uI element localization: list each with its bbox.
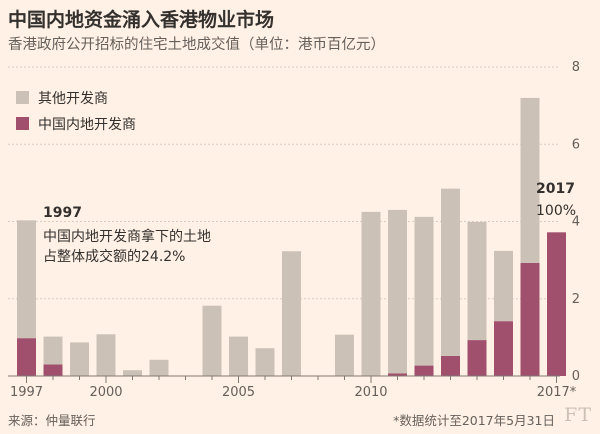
bar-other-2016 <box>520 97 540 263</box>
annotation-2017-line1: 100% <box>536 203 576 219</box>
bar-other-2006 <box>255 348 275 376</box>
axes: 0 2 4 6 8 1997 2000 2005 2010 2017* <box>8 60 580 400</box>
x-tick-label: 2000 <box>89 385 122 400</box>
legend-swatch-china <box>16 117 29 130</box>
bar-china-1997 <box>17 338 36 376</box>
ft-logo: FT <box>564 404 592 426</box>
bar-other-2013 <box>441 188 460 356</box>
bar-china-2011 <box>388 373 407 376</box>
bar-other-2007 <box>282 251 301 376</box>
bar-other-2015 <box>494 250 513 322</box>
annotation-1997-title: 1997 <box>43 205 82 221</box>
y-tick-label: 6 <box>572 137 580 152</box>
legend-label-other: 其他开发商 <box>38 91 108 107</box>
bar-china-1998 <box>43 364 63 376</box>
bar-china-2015 <box>494 321 513 376</box>
bar-other-2004 <box>202 305 222 376</box>
legend-swatch-other <box>16 91 29 104</box>
bar-other-2000 <box>96 334 116 376</box>
bar-other-1999 <box>70 342 89 376</box>
annotation-2017-title: 2017 <box>536 181 575 197</box>
legend: 其他开发商 中国内地开发商 <box>16 91 136 133</box>
bar-other-2002 <box>149 359 169 376</box>
chart-title: 中国内地资金涌入香港物业市场 <box>8 9 275 31</box>
chart-subtitle: 香港政府公开招标的住宅土地成交值（单位：港币百亿元） <box>8 37 385 53</box>
y-tick-label: 8 <box>572 60 580 75</box>
bar-china-2017 <box>547 232 566 376</box>
annotation-1997-line1: 中国内地开发商拿下的土地 <box>43 228 211 245</box>
bar-china-2014 <box>467 340 487 376</box>
annotation-1997-line2: 占整体成交额的24.2% <box>43 248 185 265</box>
source-note: 来源：仲量联行 <box>8 413 96 428</box>
legend-label-china: 中国内地开发商 <box>38 117 136 133</box>
bar-other-2011 <box>388 209 407 374</box>
bar-other-2012 <box>414 216 434 366</box>
bar-other-2010 <box>361 211 381 376</box>
x-tick-label: 2005 <box>222 385 255 400</box>
bars <box>17 97 566 376</box>
bar-other-2005 <box>229 336 248 376</box>
bar-china-2013 <box>441 355 460 376</box>
bar-other-2009 <box>335 334 354 376</box>
x-tick-label: 2017* <box>537 385 577 400</box>
y-tick-label: 4 <box>572 215 580 230</box>
bar-china-2016 <box>520 262 540 376</box>
annotations: 1997 中国内地开发商拿下的土地 占整体成交额的24.2% 2017 100% <box>43 181 576 265</box>
y-tick-label: 2 <box>572 292 580 307</box>
bar-other-1998 <box>43 336 63 365</box>
bar-other-2014 <box>467 221 487 341</box>
footnote: *数据统计至2017年5月31日 <box>393 413 555 428</box>
bar-china-2012 <box>414 365 434 376</box>
bar-other-1997 <box>17 220 36 339</box>
x-tick-label: 2010 <box>354 385 387 400</box>
bar-other-2001 <box>123 370 142 376</box>
y-tick-label: 0 <box>572 369 580 384</box>
x-tick-label: 1997 <box>10 385 43 400</box>
